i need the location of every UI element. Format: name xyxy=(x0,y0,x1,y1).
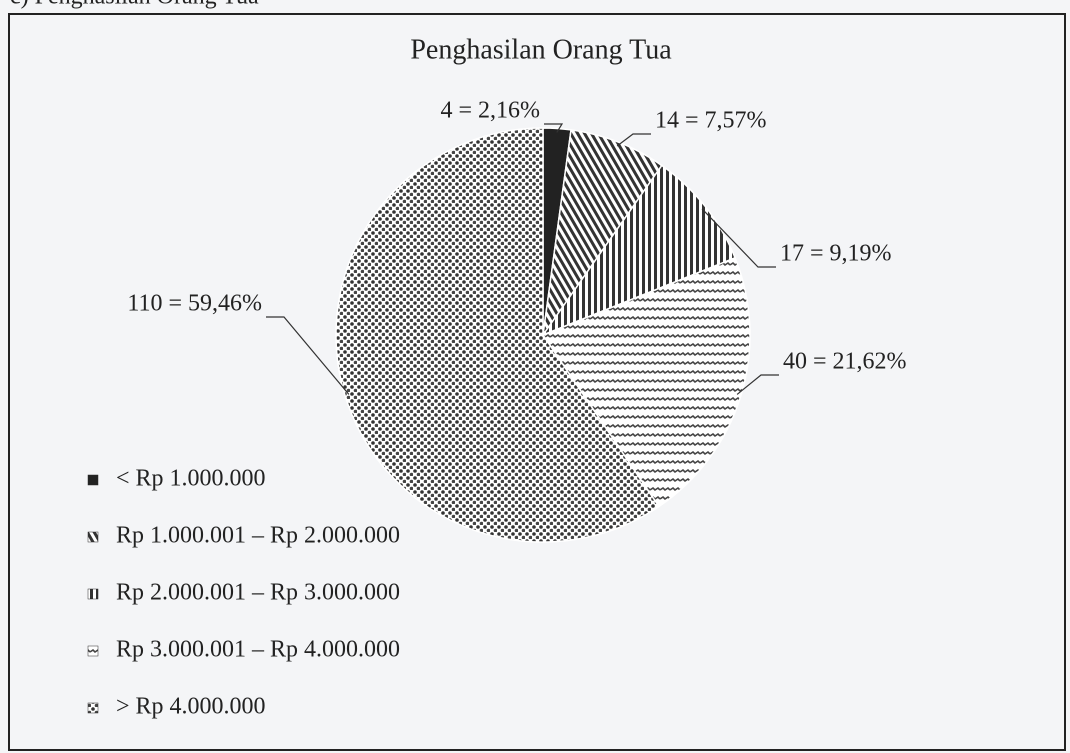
legend-label: > Rp 4.000.000 xyxy=(116,694,266,720)
caption: c) Penghasilan Orang Tua xyxy=(10,0,259,10)
legend-swatch xyxy=(87,588,99,600)
pie-slice xyxy=(542,129,663,336)
data-label: 4 = 2,16% xyxy=(440,98,540,124)
legend-label: < Rp 1.000.000 xyxy=(116,466,266,492)
data-label: 14 = 7,57% xyxy=(655,108,767,134)
pie-slice xyxy=(335,127,660,543)
legend-swatch xyxy=(87,702,99,714)
legend-label: Rp 1.000.001 – Rp 2.000.000 xyxy=(116,523,400,549)
leader-line xyxy=(266,316,350,395)
leader-line xyxy=(736,374,779,395)
data-label: 17 = 9,19% xyxy=(780,241,892,267)
leader-line xyxy=(701,208,776,268)
leader-line xyxy=(616,133,651,147)
legend-label: Rp 2.000.001 – Rp 3.000.000 xyxy=(116,580,400,606)
pie-slice xyxy=(541,256,751,508)
legend-swatch xyxy=(87,645,99,657)
legend-label: Rp 3.000.001 – Rp 4.000.000 xyxy=(116,637,400,663)
data-label: 110 = 59,46% xyxy=(127,291,262,317)
frame xyxy=(8,13,1066,751)
leader-line xyxy=(544,123,564,133)
pie-slice xyxy=(540,164,737,337)
legend-swatch xyxy=(87,531,99,543)
data-label: 40 = 21,62% xyxy=(783,349,907,375)
legend-swatch xyxy=(87,474,99,486)
chart-title: Penghasilan Orang Tua xyxy=(410,34,672,65)
